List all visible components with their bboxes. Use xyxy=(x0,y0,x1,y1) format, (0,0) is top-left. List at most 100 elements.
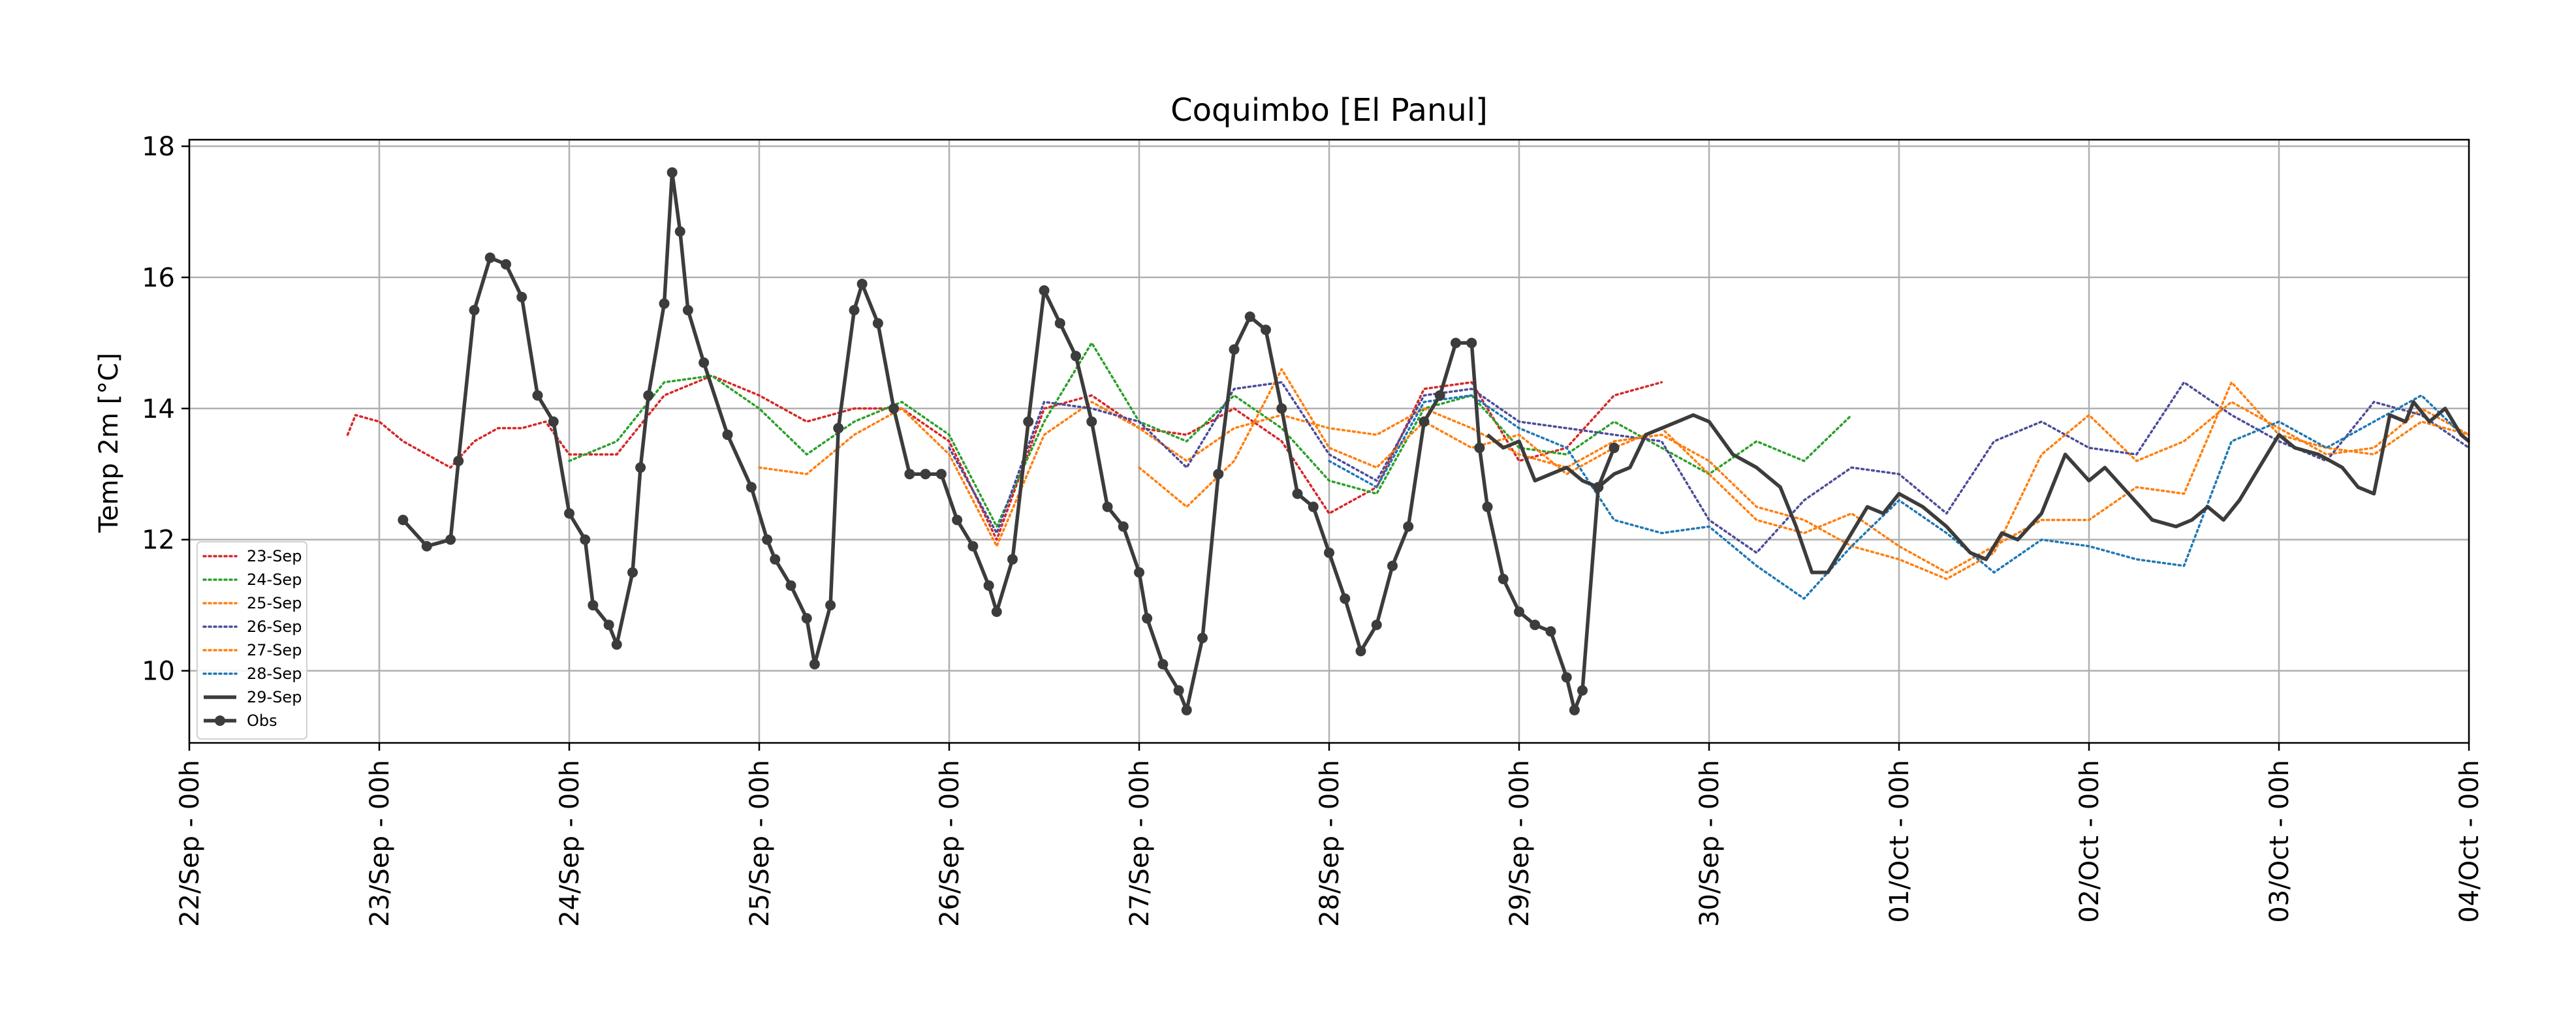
obs-marker xyxy=(1451,337,1461,349)
obs-marker xyxy=(580,534,591,545)
obs-marker xyxy=(1229,344,1240,355)
obs-marker xyxy=(1577,685,1588,696)
tick-label-y: 16 xyxy=(142,263,175,293)
obs-marker xyxy=(856,278,868,289)
obs-marker xyxy=(532,390,543,401)
obs-marker xyxy=(1102,501,1113,512)
obs-marker xyxy=(1609,443,1620,454)
tick-label-x: 30/Sep - 00h xyxy=(1695,760,1725,927)
obs-marker xyxy=(935,469,947,480)
obs-marker xyxy=(635,462,646,473)
obs-marker xyxy=(1244,311,1255,322)
obs-marker xyxy=(516,292,527,303)
obs-marker xyxy=(627,567,638,578)
legend-marker xyxy=(215,715,225,726)
obs-marker xyxy=(1355,646,1366,657)
obs-marker xyxy=(920,469,931,480)
obs-marker xyxy=(991,606,1002,618)
obs-marker xyxy=(967,541,979,552)
tick-label-x: 24/Sep - 00h xyxy=(555,760,585,927)
obs-marker xyxy=(825,600,836,611)
tick-label-x: 29/Sep - 00h xyxy=(1505,760,1535,927)
obs-marker xyxy=(421,541,432,552)
obs-marker xyxy=(904,469,915,480)
legend-label: 29-Sep xyxy=(247,688,302,706)
obs-marker xyxy=(603,620,614,631)
tick-label-y: 12 xyxy=(142,526,175,556)
obs-marker xyxy=(1324,547,1334,558)
tick-label-y: 10 xyxy=(142,657,175,687)
obs-marker xyxy=(1261,324,1271,336)
obs-marker xyxy=(1474,443,1485,454)
obs-marker xyxy=(872,318,883,329)
obs-marker xyxy=(588,600,599,611)
tick-label-x: 27/Sep - 00h xyxy=(1125,760,1155,927)
obs-marker xyxy=(762,534,773,545)
legend: 23-Sep 24-Sep 25-Sep 26-Sep 27-Sep 28-Sep 29-S… xyxy=(196,541,307,740)
series-line-28-sep xyxy=(1328,394,2470,600)
tick-label-y: 18 xyxy=(142,132,175,162)
obs-marker xyxy=(1530,620,1541,631)
obs-marker xyxy=(770,554,781,565)
obs-marker xyxy=(1142,613,1153,624)
obs-marker xyxy=(888,403,900,414)
obs-marker xyxy=(1213,469,1224,480)
obs-marker xyxy=(1071,351,1081,362)
obs-marker xyxy=(1134,567,1144,578)
series-line-29-sep xyxy=(1486,400,2470,574)
series-line-23-sep xyxy=(346,374,1663,541)
legend-label: 23-Sep xyxy=(247,547,302,565)
obs-marker xyxy=(548,416,559,427)
series-line-25-sep xyxy=(758,400,2470,580)
tick-label-x: 26/Sep - 00h xyxy=(935,760,965,927)
obs-marker xyxy=(1569,704,1580,715)
legend-box xyxy=(196,541,307,740)
legend-label: 28-Sep xyxy=(247,665,302,683)
obs-marker xyxy=(1086,416,1097,427)
obs-marker xyxy=(1039,285,1050,296)
obs-marker xyxy=(801,613,812,624)
obs-marker xyxy=(453,456,464,467)
obs-marker xyxy=(667,167,678,178)
obs-marker xyxy=(1054,318,1065,329)
tick-label-x: 02/Oct - 00h xyxy=(2075,760,2105,923)
obs-marker xyxy=(1419,416,1430,427)
tick-label-x: 25/Sep - 00h xyxy=(745,760,775,927)
obs-marker xyxy=(501,259,511,270)
grid-lines xyxy=(188,140,2470,743)
obs-marker xyxy=(1023,416,1034,427)
legend-label: Obs xyxy=(247,712,277,730)
axis-ticks: 10 12 14 16 18 22/Sep - 00h 23/Sep - 00h 24/Sep… xyxy=(142,132,2485,927)
tick-label-x: 01/Oct - 00h xyxy=(1885,760,1915,923)
tick-label-x: 04/Oct - 00h xyxy=(2455,760,2485,923)
series-lines xyxy=(346,167,2470,715)
obs-marker xyxy=(952,514,963,526)
obs-marker xyxy=(833,422,844,433)
obs-marker xyxy=(1292,488,1303,499)
obs-marker xyxy=(659,298,670,309)
legend-label: 26-Sep xyxy=(247,618,302,636)
obs-marker xyxy=(1498,573,1509,584)
obs-marker xyxy=(1371,620,1382,631)
tick-label-x: 23/Sep - 00h xyxy=(365,760,395,927)
obs-marker xyxy=(983,580,994,591)
obs-marker xyxy=(1403,521,1414,532)
obs-marker xyxy=(1466,337,1477,349)
obs-marker xyxy=(682,305,693,316)
obs-marker xyxy=(1276,403,1287,414)
obs-marker xyxy=(611,639,622,650)
tick-label-x: 22/Sep - 00h xyxy=(175,760,205,927)
obs-marker xyxy=(809,659,820,670)
obs-marker xyxy=(785,580,796,591)
obs-marker xyxy=(1308,501,1319,512)
obs-marker xyxy=(469,305,480,316)
obs-marker xyxy=(1157,659,1169,670)
obs-marker xyxy=(1545,626,1556,637)
legend-label: 24-Sep xyxy=(247,571,302,589)
obs-marker xyxy=(445,534,456,545)
obs-marker xyxy=(1181,704,1192,715)
obs-marker xyxy=(1514,606,1524,618)
tick-label-x: 28/Sep - 00h xyxy=(1315,760,1345,927)
obs-marker xyxy=(849,305,860,316)
